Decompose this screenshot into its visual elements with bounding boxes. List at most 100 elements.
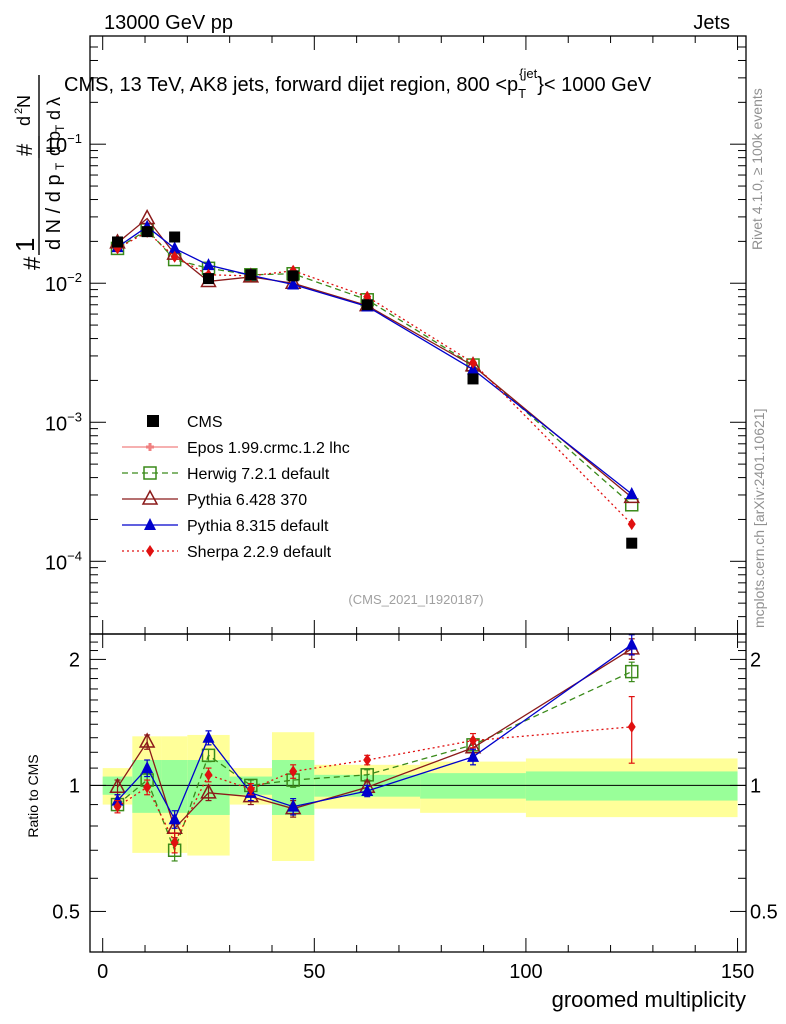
y-tick-label-0: 10−4: [45, 548, 82, 574]
main-y-axis-label: # 1 d N / d p T # d p T d 2 N d λ: [10, 75, 67, 270]
legend-swatch-3: [141, 489, 159, 505]
mcplots-label: mcplots.cern.ch [arXiv:2401.10621]: [751, 409, 767, 628]
series-4-ratio-point-5: [289, 765, 298, 778]
legend-label-2: Herwig 7.2.1 default: [187, 466, 330, 483]
y-tick-label-2: 10−2: [45, 270, 82, 296]
series-3-ratio-point-1: [141, 761, 154, 774]
series-3-ratio-point-2: [168, 812, 181, 825]
series-2-ratio-point-1: [138, 732, 156, 748]
series-4-ratio-point-6: [363, 754, 372, 767]
series-4-ratio-point-8: [627, 720, 636, 733]
series-4-point-2: [170, 250, 179, 263]
legend: CMS Epos 1.99.crmc.1.2 lhc Herwig 7.2.1 de…: [122, 414, 350, 561]
x-tick-label-2: 100: [509, 961, 542, 983]
series-3-point-3: [202, 258, 215, 271]
main-plot-area: [109, 208, 640, 549]
series-3-point-5: [287, 277, 300, 290]
series-4-point-8: [627, 518, 636, 531]
svg-text:d: d: [14, 116, 34, 126]
svg-text:T: T: [53, 162, 67, 170]
svg-text:#: #: [12, 143, 37, 156]
series-4-ratio-point-7: [469, 734, 478, 747]
legend-label-1: Epos 1.99.crmc.1.2 lhc: [187, 440, 350, 457]
svg-text:λ: λ: [44, 97, 64, 106]
legend-swatch-5: [146, 545, 154, 557]
data-point-0: [112, 236, 124, 248]
series-2-ratio-point-0: [109, 777, 126, 793]
series-1-ratio-point-8: [624, 664, 639, 679]
series-1-line: [117, 229, 633, 506]
data-point-1: [141, 226, 153, 238]
series-3-ratio-point-6: [361, 783, 374, 796]
series-1-ratio-point-3: [201, 748, 216, 763]
legend-swatch-2: [143, 466, 157, 480]
data-point-3: [203, 273, 215, 285]
legend-label-5: Sherpa 2.2.9 default: [187, 544, 332, 561]
svg-text:#: #: [19, 256, 46, 270]
header-right: Jets: [693, 12, 730, 34]
legend-label-4: Pythia 8.315 default: [187, 518, 329, 535]
plot-title-sup: {jet: [519, 66, 537, 81]
ratio-y-tick-label-right-0: 0.5: [750, 901, 778, 923]
ratio-frame: [89, 633, 747, 953]
data-point-7: [467, 373, 479, 385]
data-point-8: [626, 537, 638, 549]
rivet-label: Rivet 4.1.0, ≥ 100k events: [749, 88, 765, 250]
series-4-ratio-point-4: [246, 783, 255, 796]
svg-text:d N / d p: d N / d p: [43, 174, 65, 250]
series-4-ratio-line: [117, 726, 632, 845]
analysis-tag: (CMS_2021_I1920187): [348, 592, 483, 607]
ratio-y-tick-label-left-2: 2: [69, 649, 80, 671]
series-3-ratio-point-3: [202, 730, 215, 743]
series-3-point-2: [168, 241, 181, 254]
svg-text:d p: d p: [44, 131, 64, 156]
plot-title-main: CMS, 13 TeV, AK8 jets, forward dijet reg…: [64, 74, 518, 96]
band-green-2: [161, 760, 188, 813]
series-3-ratio-point-8: [625, 637, 638, 650]
svg-text:d: d: [44, 110, 64, 120]
data-point-6: [361, 299, 373, 311]
ratio-y-tick-label-left-0: 0.5: [52, 901, 80, 923]
series-4-ratio-point-1: [143, 781, 152, 794]
series-3-point-8: [625, 486, 638, 499]
header-left: 13000 GeV pp: [104, 12, 233, 34]
ratio-y-tick-label-right-2: 2: [750, 649, 761, 671]
ratio-y-tick-label-right-1: 1: [750, 775, 761, 797]
ratio-y-tick-label-left-1: 1: [69, 775, 80, 797]
data-point-2: [169, 231, 181, 243]
series-4-point-7: [469, 356, 478, 369]
series-3-ratio-point-0: [111, 793, 124, 806]
svg-text:N: N: [14, 95, 34, 108]
legend-label-0: CMS: [187, 414, 223, 431]
series-3-ratio-point-7: [467, 749, 480, 762]
legend-label-3: Pythia 6.428 370: [187, 492, 307, 509]
plot-title: CMS, 13 TeV, AK8 jets, forward dijet reg…: [64, 66, 652, 101]
y-tick-label-3: 10−1: [45, 131, 82, 157]
series-3-ratio-point-5: [287, 799, 300, 812]
axes: 0 50 100 150 10−4 10−3 10−2 10−1 0.5 0.5 1 1 2 2: [45, 35, 778, 983]
legend-swatch-1: [146, 443, 154, 451]
x-tick-label-1: 50: [303, 961, 325, 983]
x-axis-label: groomed multiplicity: [552, 987, 746, 1012]
series-4-ratio-point-3: [204, 768, 213, 781]
plot-title-sub: T: [518, 86, 526, 101]
ratio-y-axis-label: Ratio to CMS: [25, 754, 41, 837]
x-tick-label-0: 0: [97, 961, 108, 983]
series-4-ratio-point-2: [170, 836, 179, 849]
ratio-plot-area: [109, 634, 640, 862]
svg-text:T: T: [53, 124, 67, 132]
svg-text:1: 1: [10, 238, 40, 252]
series-2-ratio-point-3: [200, 783, 217, 799]
data-point-4: [245, 269, 257, 281]
plot-title-end: }< 1000 GeV: [537, 74, 652, 96]
x-tick-label-3: 150: [721, 961, 754, 983]
series-1-ratio-line: [117, 671, 633, 853]
band-green-8: [525, 771, 738, 801]
legend-swatch-4: [144, 518, 156, 530]
ratio-uncertainty-bands: [90, 732, 746, 861]
data-point-5: [287, 270, 299, 282]
y-tick-label-1: 10−3: [45, 409, 82, 435]
series-4-ratio-point-0: [113, 800, 122, 813]
legend-swatch-0: [147, 415, 159, 427]
